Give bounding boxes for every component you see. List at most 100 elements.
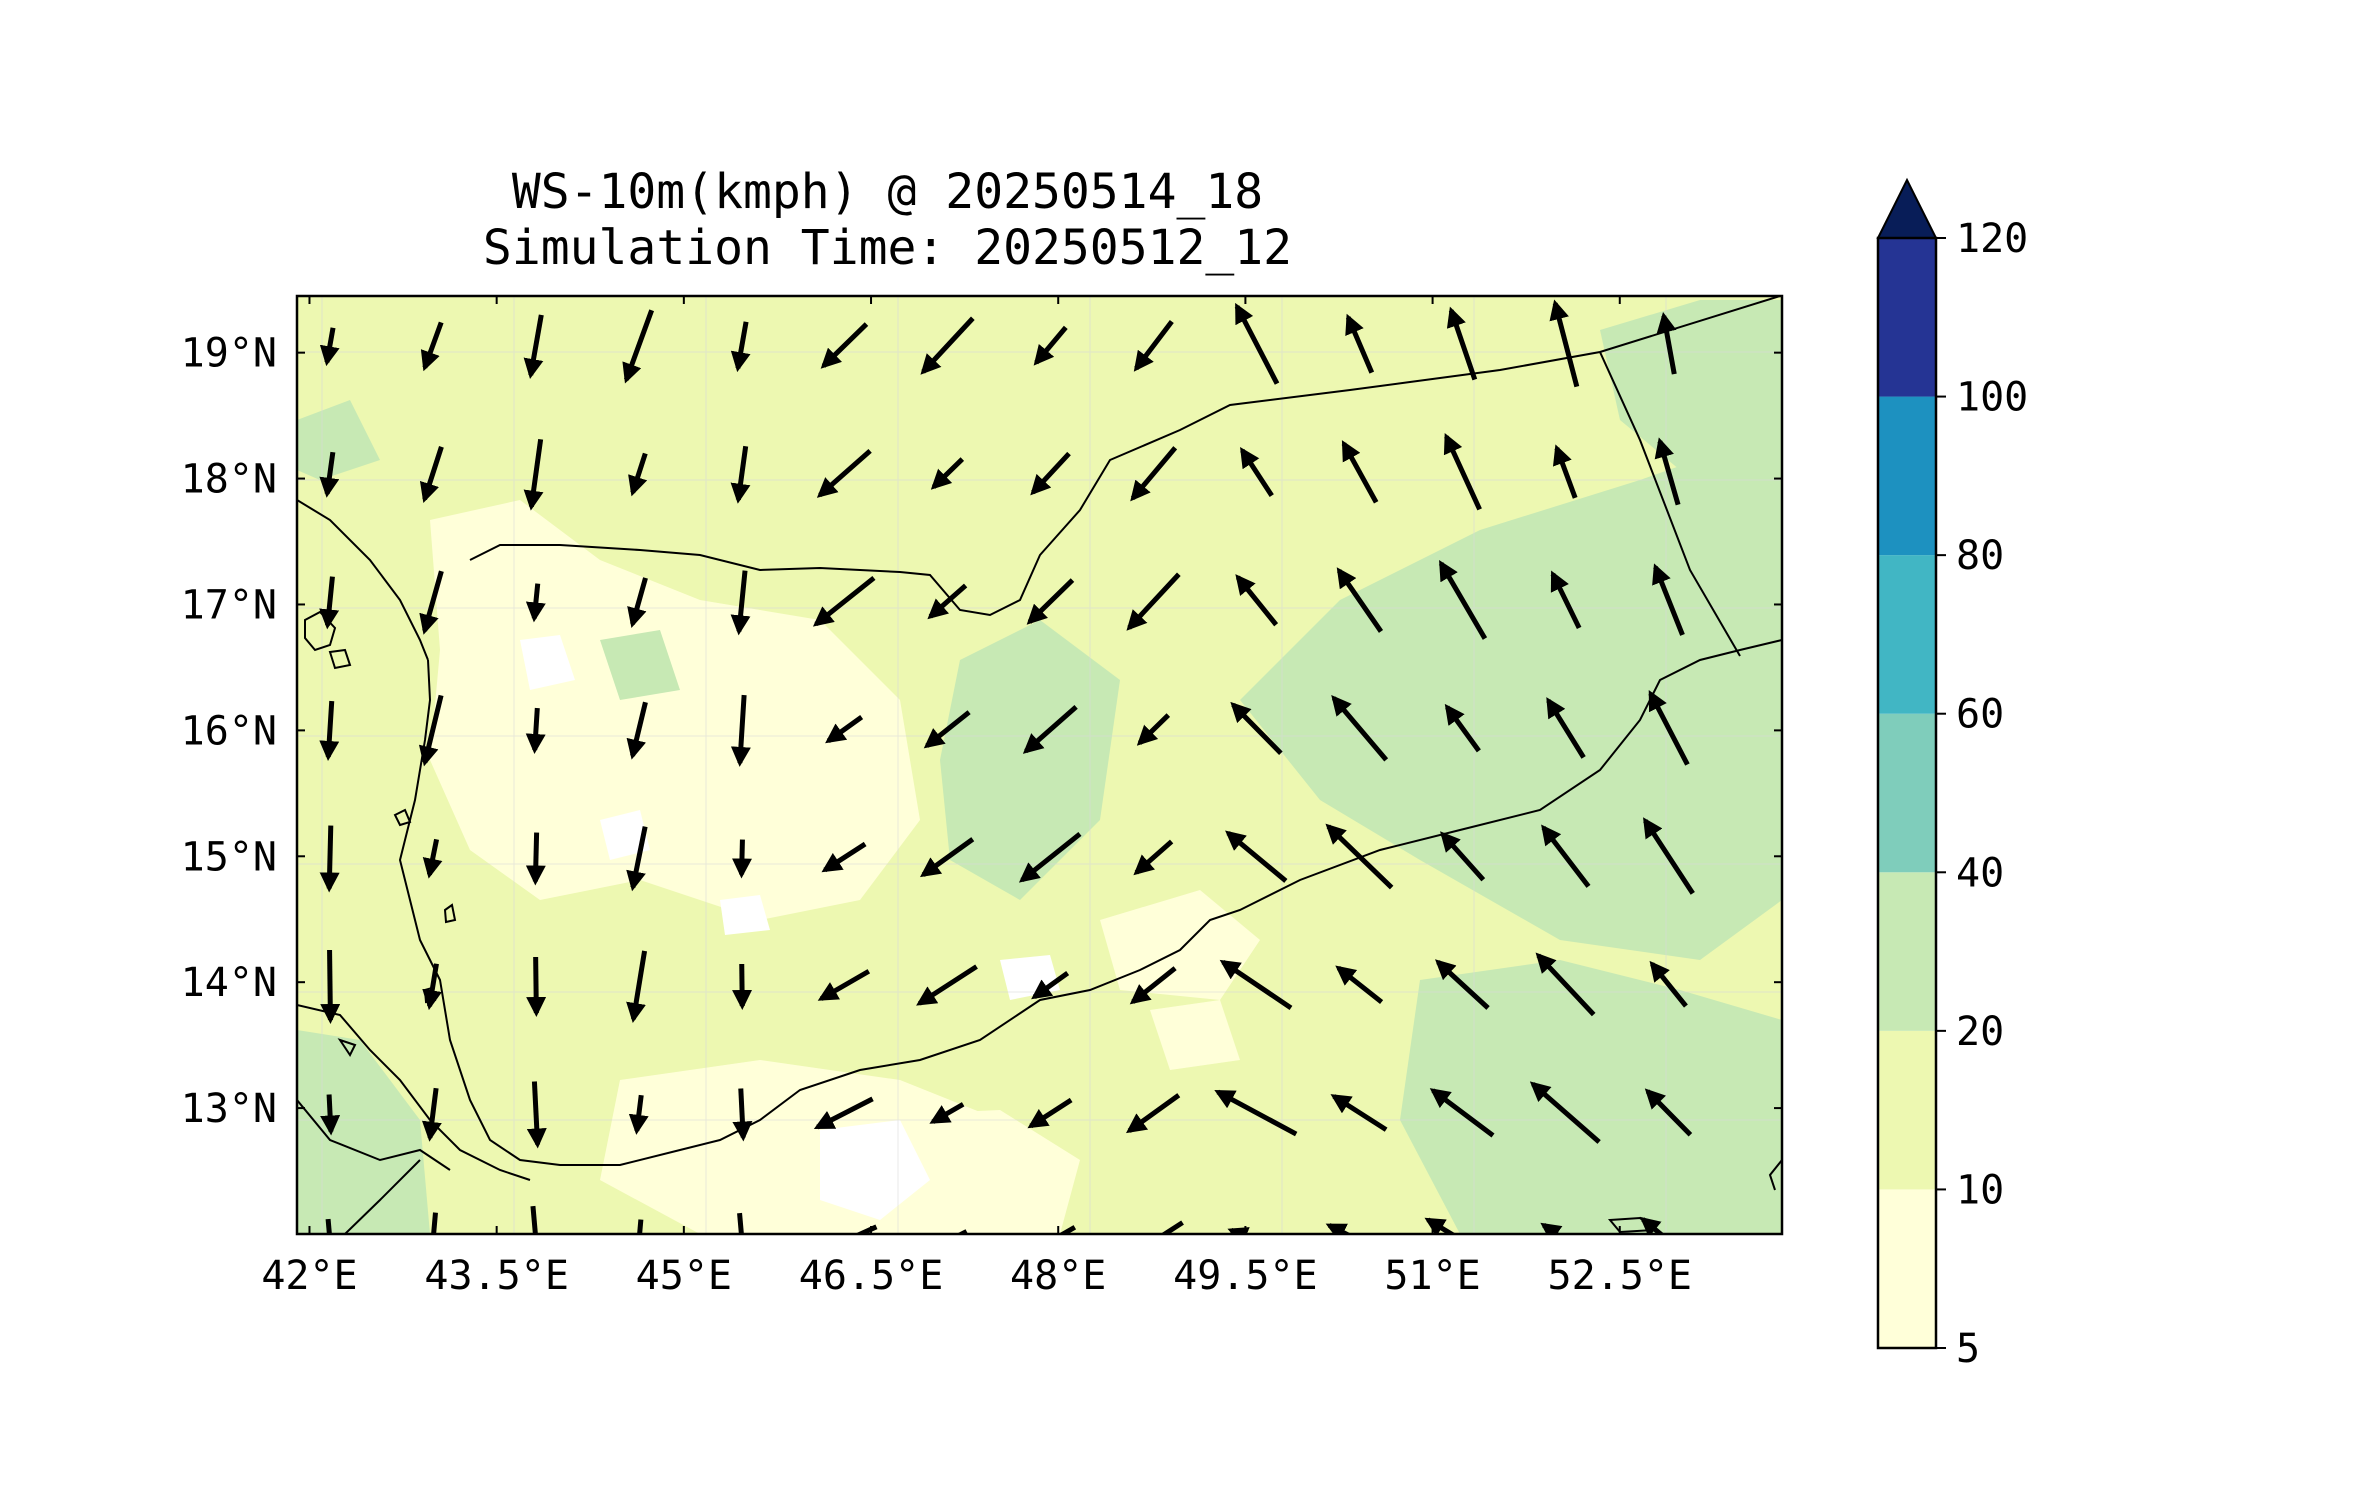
colorbar-segment	[1878, 713, 1936, 873]
wind-arrow	[1225, 830, 1288, 883]
colorbar-label: 80	[1956, 533, 2004, 579]
wind-arrow	[1438, 559, 1488, 640]
wind-arrow	[1435, 959, 1490, 1010]
wind-arrow	[622, 309, 655, 384]
wind-arrow	[1133, 319, 1174, 372]
wind-arrow	[628, 1094, 649, 1135]
wind-arrow	[1160, 1220, 1184, 1234]
wind-arrow	[920, 316, 975, 375]
y-tick-label: 13°N	[181, 1086, 277, 1132]
wind-arrow	[1230, 701, 1283, 755]
wind-arrow	[817, 969, 871, 1001]
wind-arrow	[1235, 574, 1279, 627]
colorbar-label: 60	[1956, 692, 2004, 738]
wind-arrow	[1649, 960, 1688, 1008]
wind-arrow	[422, 963, 442, 1011]
wind-arrow	[1336, 567, 1384, 633]
wind-arrow	[525, 832, 546, 886]
wind-arrow	[1136, 713, 1171, 746]
wind-arrow	[1331, 695, 1389, 762]
wind-arrow	[1446, 306, 1478, 381]
wind-arrow	[1341, 440, 1379, 504]
colorbar-label: 120	[1956, 216, 2028, 262]
wind-arrow	[930, 457, 965, 490]
wind-arrow	[927, 583, 968, 620]
x-tick-label: 46.5°E	[799, 1253, 944, 1299]
wind-arrow	[422, 838, 443, 879]
map-panel	[297, 296, 1782, 1234]
wind-arrow	[320, 1094, 341, 1136]
coastlines-and-borders	[297, 296, 1782, 1234]
wind-arrow	[1026, 578, 1075, 625]
wind-arrow	[1240, 447, 1274, 497]
wind-arrow	[820, 322, 869, 369]
wind-arrow	[1125, 1093, 1181, 1134]
wind-arrow	[1129, 966, 1177, 1005]
red-sea-coast-saudi	[297, 499, 429, 661]
wind-arrow	[732, 1088, 753, 1142]
wind-arrow	[626, 950, 648, 1023]
wind-arrow	[530, 1205, 538, 1234]
colorbar-segment	[1878, 872, 1936, 1031]
wind-arrow	[523, 438, 544, 511]
wind-arrow	[1550, 570, 1582, 630]
wind-arrow	[923, 710, 971, 749]
yemen-west-coast	[398, 639, 1782, 1166]
wind-arrow	[1440, 831, 1486, 882]
djibouti-border	[344, 1159, 421, 1234]
calm-patches	[520, 635, 1060, 1220]
wind-arrow	[319, 700, 340, 761]
y-tick-label: 15°N	[181, 834, 277, 880]
oman-coast	[1768, 1159, 1782, 1191]
wind-arrow	[419, 446, 444, 503]
x-tick-label: 49.5°E	[1173, 1253, 1318, 1299]
wind-arrow	[319, 451, 340, 498]
x-axis: 42°E 43.5°E 45°E 46.5°E 48°E 49.5°E 51°E 52.5°E	[261, 296, 1692, 1299]
wind-arrow	[1022, 704, 1078, 754]
wind-arrow	[1031, 971, 1070, 1000]
wind-arrow	[626, 701, 648, 760]
colorbar-frame	[1876, 236, 1938, 1350]
wind-arrow	[319, 327, 340, 367]
wind-arrow	[419, 570, 444, 635]
colorbar-label: 100	[1956, 375, 2028, 421]
wind-arrow	[320, 949, 341, 1024]
wind-arrow	[1444, 703, 1481, 753]
wind-arrow	[1654, 437, 1681, 506]
eritrea-coast	[297, 1004, 531, 1181]
wind-arrow	[1214, 1089, 1298, 1137]
wind-arrow	[1030, 451, 1071, 496]
wind-arrow	[525, 707, 546, 754]
wind-arrow	[1325, 823, 1394, 890]
wind-arrow	[1552, 444, 1578, 499]
wind-arrow	[825, 715, 864, 744]
y-tick-label: 18°N	[181, 457, 277, 503]
wind-arrow	[816, 448, 872, 498]
wind-arrow	[628, 452, 648, 497]
colorbar-segment	[1878, 555, 1936, 714]
map-subtitle: Simulation Time: 20250512_12	[482, 220, 1293, 276]
wind-arrow	[637, 1219, 644, 1234]
wind-arrow	[1535, 952, 1596, 1017]
wind-arrow	[1234, 302, 1280, 385]
y-tick-label: 19°N	[181, 331, 277, 377]
wind-arrow	[821, 841, 867, 873]
wind-arrow	[1644, 1088, 1693, 1137]
wind-arrow	[1429, 1088, 1495, 1138]
x-tick-label: 45°E	[636, 1253, 732, 1299]
wind-arrow	[626, 826, 648, 892]
x-tick-label: 48°E	[1010, 1253, 1106, 1299]
y-tick-label: 16°N	[181, 708, 277, 754]
wind-arrow	[1219, 959, 1293, 1010]
wind-arrow	[730, 570, 751, 636]
wind-arrow	[1549, 299, 1580, 388]
wind-arrow	[1133, 839, 1174, 876]
wind-arrow	[1018, 831, 1082, 883]
wind-arrow	[1546, 697, 1586, 759]
map-title: WS-10m(kmph) @ 20250514_18	[511, 164, 1264, 220]
wind-arrow	[1652, 563, 1685, 636]
eritrea-ethiopia-border	[297, 1099, 451, 1171]
y-axis: 19°N 18°N 17°N 16°N 15°N 14°N 13°N	[181, 331, 1782, 1132]
wind-arrow	[325, 1218, 332, 1234]
